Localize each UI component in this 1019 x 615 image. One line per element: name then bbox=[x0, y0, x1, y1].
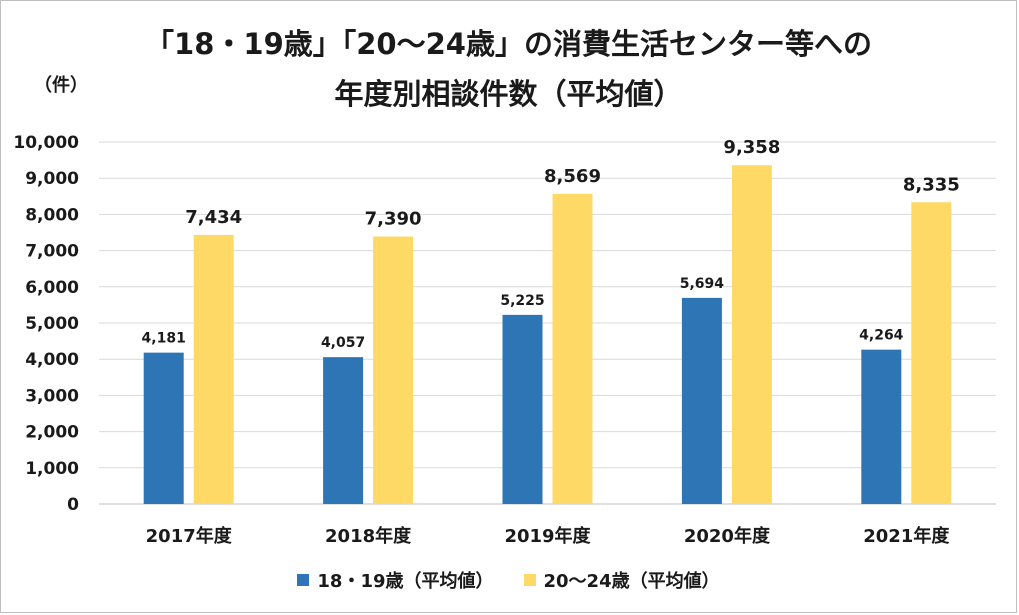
y-tick-label: 3,000 bbox=[25, 386, 79, 406]
data-label-series-1: 5,225 bbox=[500, 293, 544, 309]
legend-swatch-series-1 bbox=[297, 574, 310, 586]
y-tick-label: 0 bbox=[67, 495, 79, 515]
x-tick-label: 2019年度 bbox=[504, 525, 591, 547]
data-label-series-2: 9,358 bbox=[723, 137, 780, 158]
x-tick-label: 2017年度 bbox=[146, 525, 233, 547]
bar-series-1 bbox=[681, 297, 722, 504]
bar-series-1 bbox=[502, 314, 543, 504]
data-label-series-1: 5,694 bbox=[680, 276, 725, 292]
data-label-series-1: 4,181 bbox=[142, 331, 186, 347]
y-tick-label: 9,000 bbox=[25, 169, 79, 189]
y-tick-label: 4,000 bbox=[25, 350, 79, 370]
x-tick-label: 2018年度 bbox=[325, 525, 412, 547]
legend-item-series-1: 18・19歳（平均値） bbox=[297, 567, 494, 593]
y-tick-label: 1,000 bbox=[25, 459, 79, 479]
bar-series-2 bbox=[193, 234, 234, 504]
y-tick-label: 2,000 bbox=[25, 423, 79, 443]
data-label-series-2: 7,434 bbox=[185, 207, 242, 228]
y-tick-label: 10,000 bbox=[13, 133, 79, 153]
bar-series-1 bbox=[861, 349, 902, 504]
chart-title-line-2: 年度別相談件数（平均値） bbox=[334, 77, 683, 111]
legend-item-series-2: 20～24歳（平均値） bbox=[523, 567, 720, 593]
data-label-series-1: 4,264 bbox=[859, 328, 904, 344]
data-label-series-2: 8,335 bbox=[903, 174, 960, 195]
bar-series-2 bbox=[731, 165, 772, 504]
legend-swatch-series-2 bbox=[523, 574, 536, 586]
legend-label-series-2: 20～24歳（平均値） bbox=[543, 571, 720, 592]
x-tick-label: 2020年度 bbox=[684, 525, 771, 547]
bar-series-2 bbox=[552, 193, 593, 505]
bar-series-2 bbox=[911, 202, 952, 504]
bar-series-1 bbox=[323, 357, 364, 504]
chart-title-line-1: 「18・19歳」「20～24歳」の消費生活センター等への bbox=[145, 27, 872, 61]
y-tick-label: 8,000 bbox=[25, 205, 79, 225]
y-tick-label: 6,000 bbox=[25, 278, 79, 298]
data-label-series-2: 8,569 bbox=[544, 166, 601, 187]
x-tick-label: 2021年度 bbox=[863, 525, 950, 547]
y-tick-label: 5,000 bbox=[25, 314, 79, 334]
bar-series-1 bbox=[143, 352, 184, 504]
data-label-series-2: 7,390 bbox=[365, 208, 422, 229]
y-axis-unit-label: （件） bbox=[34, 75, 88, 96]
bar-series-2 bbox=[373, 236, 414, 504]
legend-label-series-1: 18・19歳（平均値） bbox=[317, 571, 494, 592]
data-label-series-1: 4,057 bbox=[321, 335, 365, 351]
legend: 18・19歳（平均値） 20～24歳（平均値） bbox=[1, 567, 1016, 593]
y-tick-label: 7,000 bbox=[25, 242, 79, 262]
